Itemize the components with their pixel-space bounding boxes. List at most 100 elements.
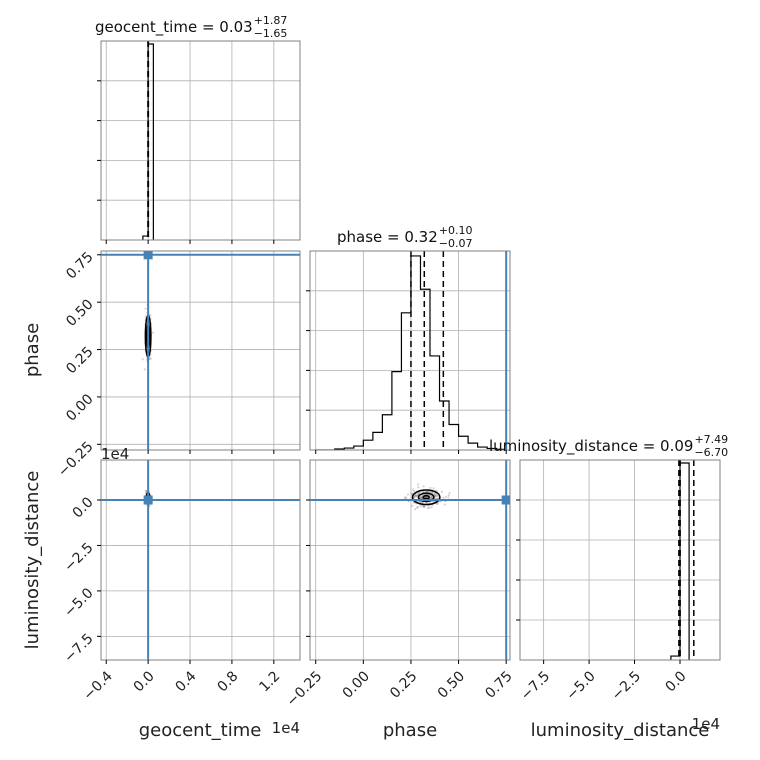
panel-phase-vs-geocent-sample-point: [143, 368, 146, 371]
panel-distance-vs-phase-sample-point: [442, 496, 445, 499]
panel-distance-vs-phase-sample-point: [448, 491, 451, 495]
y-axis-label-luminosity-distance: luminosity_distance: [22, 471, 43, 650]
panel-distance-vs-geocent-sample-point: [144, 489, 147, 493]
phase-xtick-label: −0.25: [284, 668, 326, 710]
panel-distance-vs-phase-sample-point: [431, 491, 434, 494]
panel-distance-vs-phase-sample-point: [425, 501, 429, 504]
panel-phase-vs-geocent-sample-point: [149, 357, 152, 360]
panel-distance-vs-geocent-frame: [100, 459, 301, 661]
distance-y-offset-label: 1e4: [101, 445, 129, 463]
title-phase: phase = 0.32: [337, 228, 438, 246]
title-phase-lower-error: −0.07: [439, 237, 473, 250]
panel-distance-vs-phase-sample-point: [418, 500, 421, 503]
panel-distance-vs-phase-sample-point: [413, 508, 417, 511]
y-axis-label-phase: phase: [22, 323, 43, 377]
phase-ytick-label: 0.00: [63, 391, 96, 424]
panel-distance-vs-phase-sample-point: [436, 502, 439, 505]
panel-distance-vs-phase-sample-point: [425, 490, 428, 493]
panel-phase-vs-geocent-sample-point: [144, 307, 147, 310]
panel-distance-vs-phase-sample-point: [429, 496, 432, 499]
x-axis-label-phase: phase: [383, 720, 437, 741]
panel-distance-vs-phase-sample-point: [422, 485, 425, 488]
panel-distance-vs-phase-sample-point: [417, 483, 420, 486]
panel-distance-vs-phase-sample-point: [434, 495, 437, 498]
panel-distance-vs-phase-sample-point: [419, 496, 422, 500]
panel-distance-vs-phase-sample-point: [413, 495, 416, 499]
panel-distance-vs-phase-sample-point: [426, 507, 430, 510]
luminosity-distance-xtick-label: −5.0: [563, 668, 598, 703]
luminosity-distance-ytick-label: 0.0: [70, 494, 97, 521]
geocent-time-xtick-label: 1.2: [256, 668, 283, 695]
panel-distance-vs-phase-sample-point: [432, 487, 435, 490]
panel-distance-vs-phase-sample-point: [415, 495, 419, 498]
panel-distance-vs-phase-sample-point: [421, 501, 424, 504]
panel-distance-vs-geocent-group: [101, 460, 300, 660]
panel-distance-vs-phase-sample-point: [430, 496, 434, 499]
geocent-time-xtick-label: 0.4: [173, 668, 200, 695]
panel-distance-vs-phase-contour: [422, 494, 430, 500]
panel-distance-vs-geocent-truth-marker: [143, 495, 153, 505]
panel-distance-vs-phase-sample-point: [405, 496, 408, 500]
geocent-time-xtick-label: 0.0: [131, 668, 158, 695]
panel-distance-vs-phase-sample-point: [430, 497, 433, 500]
panel-distance-vs-phase-sample-point: [419, 504, 422, 508]
panel-phase-vs-geocent-sample-point: [141, 358, 144, 361]
panel-phase-vs-geocent-group: [101, 251, 300, 450]
phase-xtick-label: 0.00: [340, 668, 373, 701]
panel-distance-vs-phase-sample-point: [420, 496, 423, 499]
panel-distance-vs-phase-sample-point: [423, 505, 426, 508]
title-phase-upper-error: +0.10: [439, 224, 473, 237]
luminosity-distance-xtick-label: −2.5: [609, 668, 644, 703]
x-axis-label-geocent-time: geocent_time: [139, 720, 262, 741]
panel-distance-vs-phase-sample-point: [430, 506, 433, 509]
geocent-time-xtick-label: −0.4: [80, 668, 115, 703]
panel-distance-vs-phase-sample-point: [410, 492, 413, 495]
title-geocent_time: geocent_time = 0.03: [95, 18, 253, 37]
panel-distance-vs-phase-sample-point: [411, 504, 414, 507]
hist-luminosity-distance-group: [670, 460, 695, 660]
luminosity-distance-ytick-label: −5.0: [61, 585, 96, 620]
panel-distance-vs-phase-sample-point: [414, 494, 417, 497]
panel-distance-vs-phase-sample-point: [427, 490, 430, 493]
phase-ytick-label: 0.75: [63, 249, 96, 282]
panel-distance-vs-phase-sample-point: [435, 494, 438, 497]
panel-distance-vs-phase-sample-point: [444, 495, 447, 499]
hist-phase-hist-step: [315, 255, 507, 450]
title-luminosity_distance-lower-error: −6.70: [694, 446, 728, 459]
panel-distance-vs-phase-sample-point: [419, 501, 422, 504]
phase-ytick-label: 0.50: [63, 297, 96, 330]
panel-distance-vs-phase-sample-point: [411, 488, 415, 491]
panel-distance-vs-phase-sample-point: [430, 496, 433, 500]
panel-distance-vs-phase-truth-marker: [501, 495, 510, 505]
hist-geocent-time-frame: [100, 40, 301, 241]
panel-distance-vs-phase-sample-point: [422, 490, 425, 493]
luminosity-distance-xtick-label: −7.5: [518, 668, 553, 703]
panel-distance-vs-phase-sample-point: [418, 496, 422, 499]
panel-phase-vs-geocent-sample-point: [149, 357, 152, 360]
panel-phase-vs-geocent-sample-point: [149, 314, 152, 317]
panel-distance-vs-phase-sample-point: [428, 506, 431, 509]
hist-phase-frame: [309, 250, 511, 451]
panel-distance-vs-phase-sample-point: [436, 502, 439, 505]
panel-distance-vs-phase-sample-point: [424, 490, 427, 493]
phase-xtick-label: 0.75: [482, 668, 515, 701]
phase-xtick-label: 0.25: [387, 668, 420, 701]
panel-distance-vs-phase-sample-point: [412, 489, 416, 493]
luminosity-distance-xtick-label: 0.0: [663, 668, 690, 695]
phase-xtick-label: 0.50: [435, 668, 468, 701]
panel-distance-vs-phase-sample-point: [421, 505, 424, 508]
panel-distance-vs-phase-contour: [417, 492, 435, 503]
panel-distance-vs-phase-sample-point: [416, 505, 419, 509]
panel-distance-vs-phase-sample-point: [414, 495, 418, 498]
panel-distance-vs-phase-sample-point: [431, 491, 434, 494]
hist-geocent-time-hist-step: [142, 43, 154, 240]
panel-distance-vs-phase-sample-point: [416, 494, 419, 497]
title-geocent_time-lower-error: −1.65: [254, 27, 288, 40]
panel-distance-vs-phase-sample-point: [406, 493, 410, 496]
panel-distance-vs-phase-sample-point: [420, 496, 423, 499]
title-luminosity_distance: luminosity_distance = 0.09: [489, 437, 693, 456]
panel-distance-vs-phase-sample-point: [414, 494, 417, 497]
hist-geocent-time-group: [142, 41, 154, 240]
panel-distance-vs-phase-sample-point: [415, 506, 419, 510]
panel-distance-vs-phase-sample-point: [413, 494, 416, 497]
